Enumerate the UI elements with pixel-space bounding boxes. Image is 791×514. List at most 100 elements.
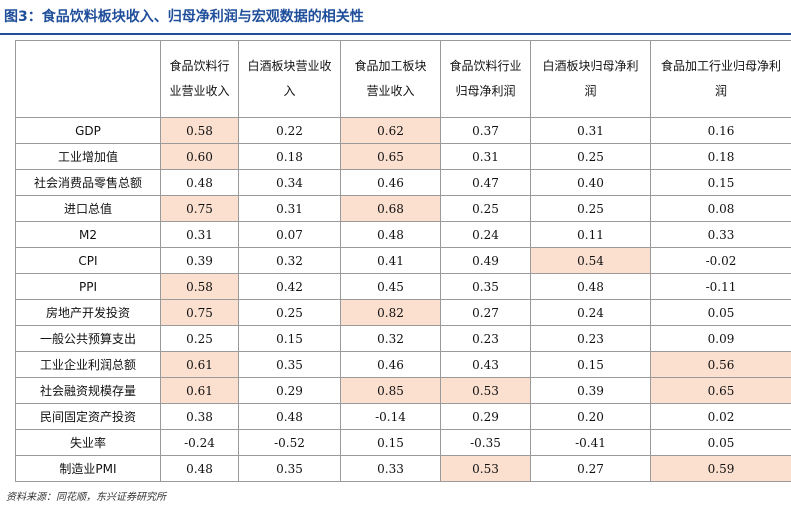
figure-title: 图3：食品饮料板块收入、归母净利润与宏观数据的相关性 [4, 9, 364, 25]
cell-value: 0.08 [650, 195, 791, 222]
cell-value: 0.15 [650, 169, 791, 196]
cell-value: 0.24 [530, 299, 651, 326]
table-row: 一般公共预算支出 0.25 0.15 0.32 0.23 0.23 0.09 [15, 325, 791, 352]
cell-value: 0.41 [340, 247, 441, 274]
cell-value: 0.38 [160, 403, 239, 430]
cell-value: 0.61 [160, 377, 239, 404]
cell-value: -0.35 [440, 429, 531, 456]
cell-value: 0.22 [238, 117, 341, 144]
cell-value: 0.34 [238, 169, 341, 196]
row-label: M2 [15, 221, 161, 248]
cell-value: 0.37 [440, 117, 531, 144]
cell-value: -0.52 [238, 429, 341, 456]
table-row: M2 0.31 0.07 0.48 0.24 0.11 0.33 [15, 221, 791, 248]
table-row: 民间固定资产投资 0.38 0.48 -0.14 0.29 0.20 0.02 [15, 403, 791, 430]
source-note: 资料来源：同花顺，东兴证券研究所 [6, 492, 166, 503]
cell-value: 0.82 [340, 299, 441, 326]
row-label: CPI [15, 247, 161, 274]
cell-value: 0.33 [340, 455, 441, 482]
cell-value: 0.16 [650, 117, 791, 144]
row-label: 社会融资规模存量 [15, 377, 161, 404]
cell-value: 0.07 [238, 221, 341, 248]
cell-value: 0.75 [160, 299, 239, 326]
row-label: 工业增加值 [15, 143, 161, 170]
table-row: 社会消费品零售总额 0.48 0.34 0.46 0.47 0.40 0.15 [15, 169, 791, 196]
cell-value: 0.45 [340, 273, 441, 300]
correlation-table: 食品饮料行业营业收入 白酒板块营业收入 食品加工板块营业收入 食品饮料行业归母净利润白… [15, 40, 791, 482]
cell-value: 0.27 [530, 455, 651, 482]
cell-value: 0.47 [440, 169, 531, 196]
cell-value: 0.11 [530, 221, 651, 248]
cell-value: 0.58 [160, 273, 239, 300]
row-label: 制造业PMI [15, 455, 161, 482]
cell-value: 0.61 [160, 351, 239, 378]
cell-value: -0.24 [160, 429, 239, 456]
cell-value: 0.49 [440, 247, 531, 274]
cell-value: 0.15 [238, 325, 341, 352]
cell-value: 0.29 [440, 403, 531, 430]
cell-value: 0.31 [160, 221, 239, 248]
row-label: PPI [15, 273, 161, 300]
table-row: 失业率 -0.24 -0.52 0.15 -0.35 -0.41 0.05 [15, 429, 791, 456]
cell-value: 0.62 [340, 117, 441, 144]
cell-value: 0.46 [340, 351, 441, 378]
cell-value: 0.31 [238, 195, 341, 222]
cell-value: 0.23 [530, 325, 651, 352]
cell-value: 0.59 [650, 455, 791, 482]
cell-value: 0.29 [238, 377, 341, 404]
row-label: GDP [15, 117, 161, 144]
table-row: 房地产开发投资 0.75 0.25 0.82 0.27 0.24 0.05 [15, 299, 791, 326]
column-header: 食品饮料行业营业收入 [160, 40, 239, 118]
cell-value: 0.39 [160, 247, 239, 274]
cell-value: 0.65 [340, 143, 441, 170]
row-label: 一般公共预算支出 [15, 325, 161, 352]
header-row: 食品饮料行业营业收入 白酒板块营业收入 食品加工板块营业收入 食品饮料行业归母净利润白… [15, 40, 791, 118]
cell-value: 0.32 [238, 247, 341, 274]
row-label: 社会消费品零售总额 [15, 169, 161, 196]
cell-value: 0.32 [340, 325, 441, 352]
column-header: 食品加工板块营业收入 [340, 40, 441, 118]
column-header: 食品饮料行业归母净利润 [440, 40, 531, 118]
column-header [15, 40, 161, 118]
cell-value: 0.05 [650, 429, 791, 456]
cell-value: 0.31 [440, 143, 531, 170]
column-header: 白酒板块营业收入 [238, 40, 341, 118]
cell-value: 0.42 [238, 273, 341, 300]
cell-value: 0.68 [340, 195, 441, 222]
table-row: 工业增加值 0.60 0.18 0.65 0.31 0.25 0.18 [15, 143, 791, 170]
table-row: CPI 0.39 0.32 0.41 0.49 0.54 -0.02 [15, 247, 791, 274]
cell-value: 0.20 [530, 403, 651, 430]
table-row: 社会融资规模存量 0.61 0.29 0.85 0.53 0.39 0.65 [15, 377, 791, 404]
table-row: 制造业PMI 0.48 0.35 0.33 0.53 0.27 0.59 [15, 455, 791, 482]
cell-value: 0.18 [238, 143, 341, 170]
cell-value: 0.23 [440, 325, 531, 352]
cell-value: 0.65 [650, 377, 791, 404]
column-header: 白酒板块归母净利润 [530, 40, 651, 118]
cell-value: 0.27 [440, 299, 531, 326]
cell-value: -0.14 [340, 403, 441, 430]
table-row: PPI 0.58 0.42 0.45 0.35 0.48 -0.11 [15, 273, 791, 300]
cell-value: 0.48 [160, 169, 239, 196]
cell-value: 0.31 [530, 117, 651, 144]
row-label: 工业企业利润总额 [15, 351, 161, 378]
cell-value: 0.48 [530, 273, 651, 300]
column-header: 食品加工行业归母净利润 [650, 40, 791, 118]
cell-value: 0.53 [440, 455, 531, 482]
cell-value: 0.54 [530, 247, 651, 274]
cell-value: 0.48 [160, 455, 239, 482]
cell-value: 0.46 [340, 169, 441, 196]
cell-value: 0.75 [160, 195, 239, 222]
cell-value: 0.25 [440, 195, 531, 222]
cell-value: 0.09 [650, 325, 791, 352]
row-label: 民间固定资产投资 [15, 403, 161, 430]
cell-value: 0.58 [160, 117, 239, 144]
table-row: 工业企业利润总额 0.61 0.35 0.46 0.43 0.15 0.56 [15, 351, 791, 378]
cell-value: 0.56 [650, 351, 791, 378]
cell-value: 0.24 [440, 221, 531, 248]
cell-value: 0.15 [530, 351, 651, 378]
cell-value: 0.85 [340, 377, 441, 404]
cell-value: 0.35 [440, 273, 531, 300]
cell-value: 0.05 [650, 299, 791, 326]
cell-value: 0.25 [160, 325, 239, 352]
